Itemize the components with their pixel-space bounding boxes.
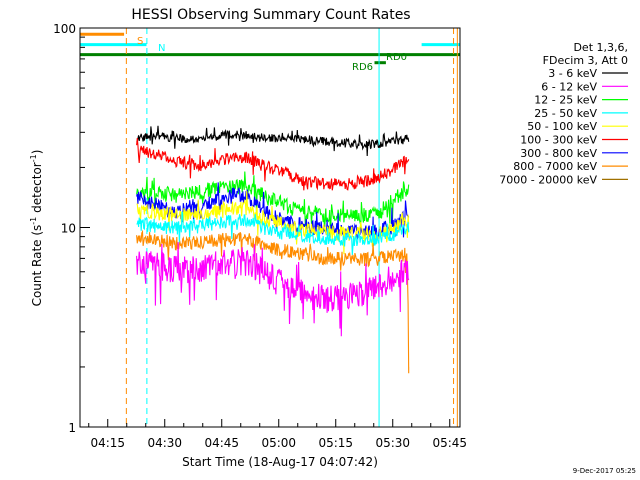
x-tick-label: 05:45 (432, 436, 467, 450)
legend-entry-label: 300 - 800 keV (520, 147, 597, 160)
y-axis-label-part3: ) (30, 150, 44, 155)
legend-entry-label: 7000 - 20000 keV (499, 173, 597, 186)
series-line-5 (136, 211, 410, 256)
series-line-2 (136, 171, 410, 233)
y-axis-label-part1: Count Rate (s (30, 225, 44, 307)
annotation-rd6: RD6 (352, 62, 373, 73)
legend-entry-label: 3 - 6 keV (548, 67, 597, 80)
flag-layer (80, 32, 460, 65)
x-axis-ticks: 04:15 04:30 04:45 05:00 05:15 05:30 05:45 (88, 419, 467, 450)
y-axis-label-sup2: -1 (29, 154, 38, 162)
footer-date: 9-Dec-2017 05:25 (573, 467, 636, 475)
x-tick-label: 05:00 (261, 436, 296, 450)
vertical-marker-layer (125, 28, 458, 427)
x-tick-label: 04:15 (90, 436, 125, 450)
chart-title: HESSI Observing Summary Count Rates (131, 7, 410, 23)
x-tick-label: 05:15 (318, 436, 353, 450)
annotation-rd0: RD0 (386, 52, 407, 63)
y-axis-ticks: 1 10 100 (53, 22, 90, 435)
y-tick-label: 10 (61, 222, 76, 236)
series-line-7 (136, 242, 410, 337)
legend-entry-label: 6 - 12 keV (541, 80, 597, 93)
x-axis-label: Start Time (18-Aug-17 04:07:42) (182, 455, 378, 469)
legend-header-2: FDecim 3, Att 0 (543, 54, 628, 67)
annotation-n: N (158, 43, 165, 54)
legend-entry-label: 100 - 300 keV (520, 134, 597, 147)
y-axis-label: Count Rate (s-1 detector-1) (29, 150, 44, 307)
annotation-s: S (137, 36, 143, 47)
series-line-1 (136, 138, 410, 191)
series-line-6 (136, 229, 410, 374)
y-axis-label-sup1: -1 (29, 217, 38, 225)
y-tick-label: 1 (68, 421, 76, 435)
legend-entry-label: 50 - 100 keV (527, 120, 597, 133)
legend-entry-label: 25 - 50 keV (534, 107, 597, 120)
x-tick-label: 04:45 (204, 436, 239, 450)
legend-header-1: Det 1,3,6, (573, 41, 628, 54)
legend-entry-label: 800 - 7000 keV (513, 160, 597, 173)
x-tick-label: 04:30 (147, 436, 182, 450)
series-layer (136, 125, 410, 374)
series-line-0 (136, 125, 410, 157)
y-tick-label: 100 (53, 22, 76, 36)
legend-entry-label: 12 - 25 keV (534, 94, 597, 107)
x-tick-label: 05:30 (375, 436, 410, 450)
y-axis-label-part2: detector (30, 162, 44, 217)
